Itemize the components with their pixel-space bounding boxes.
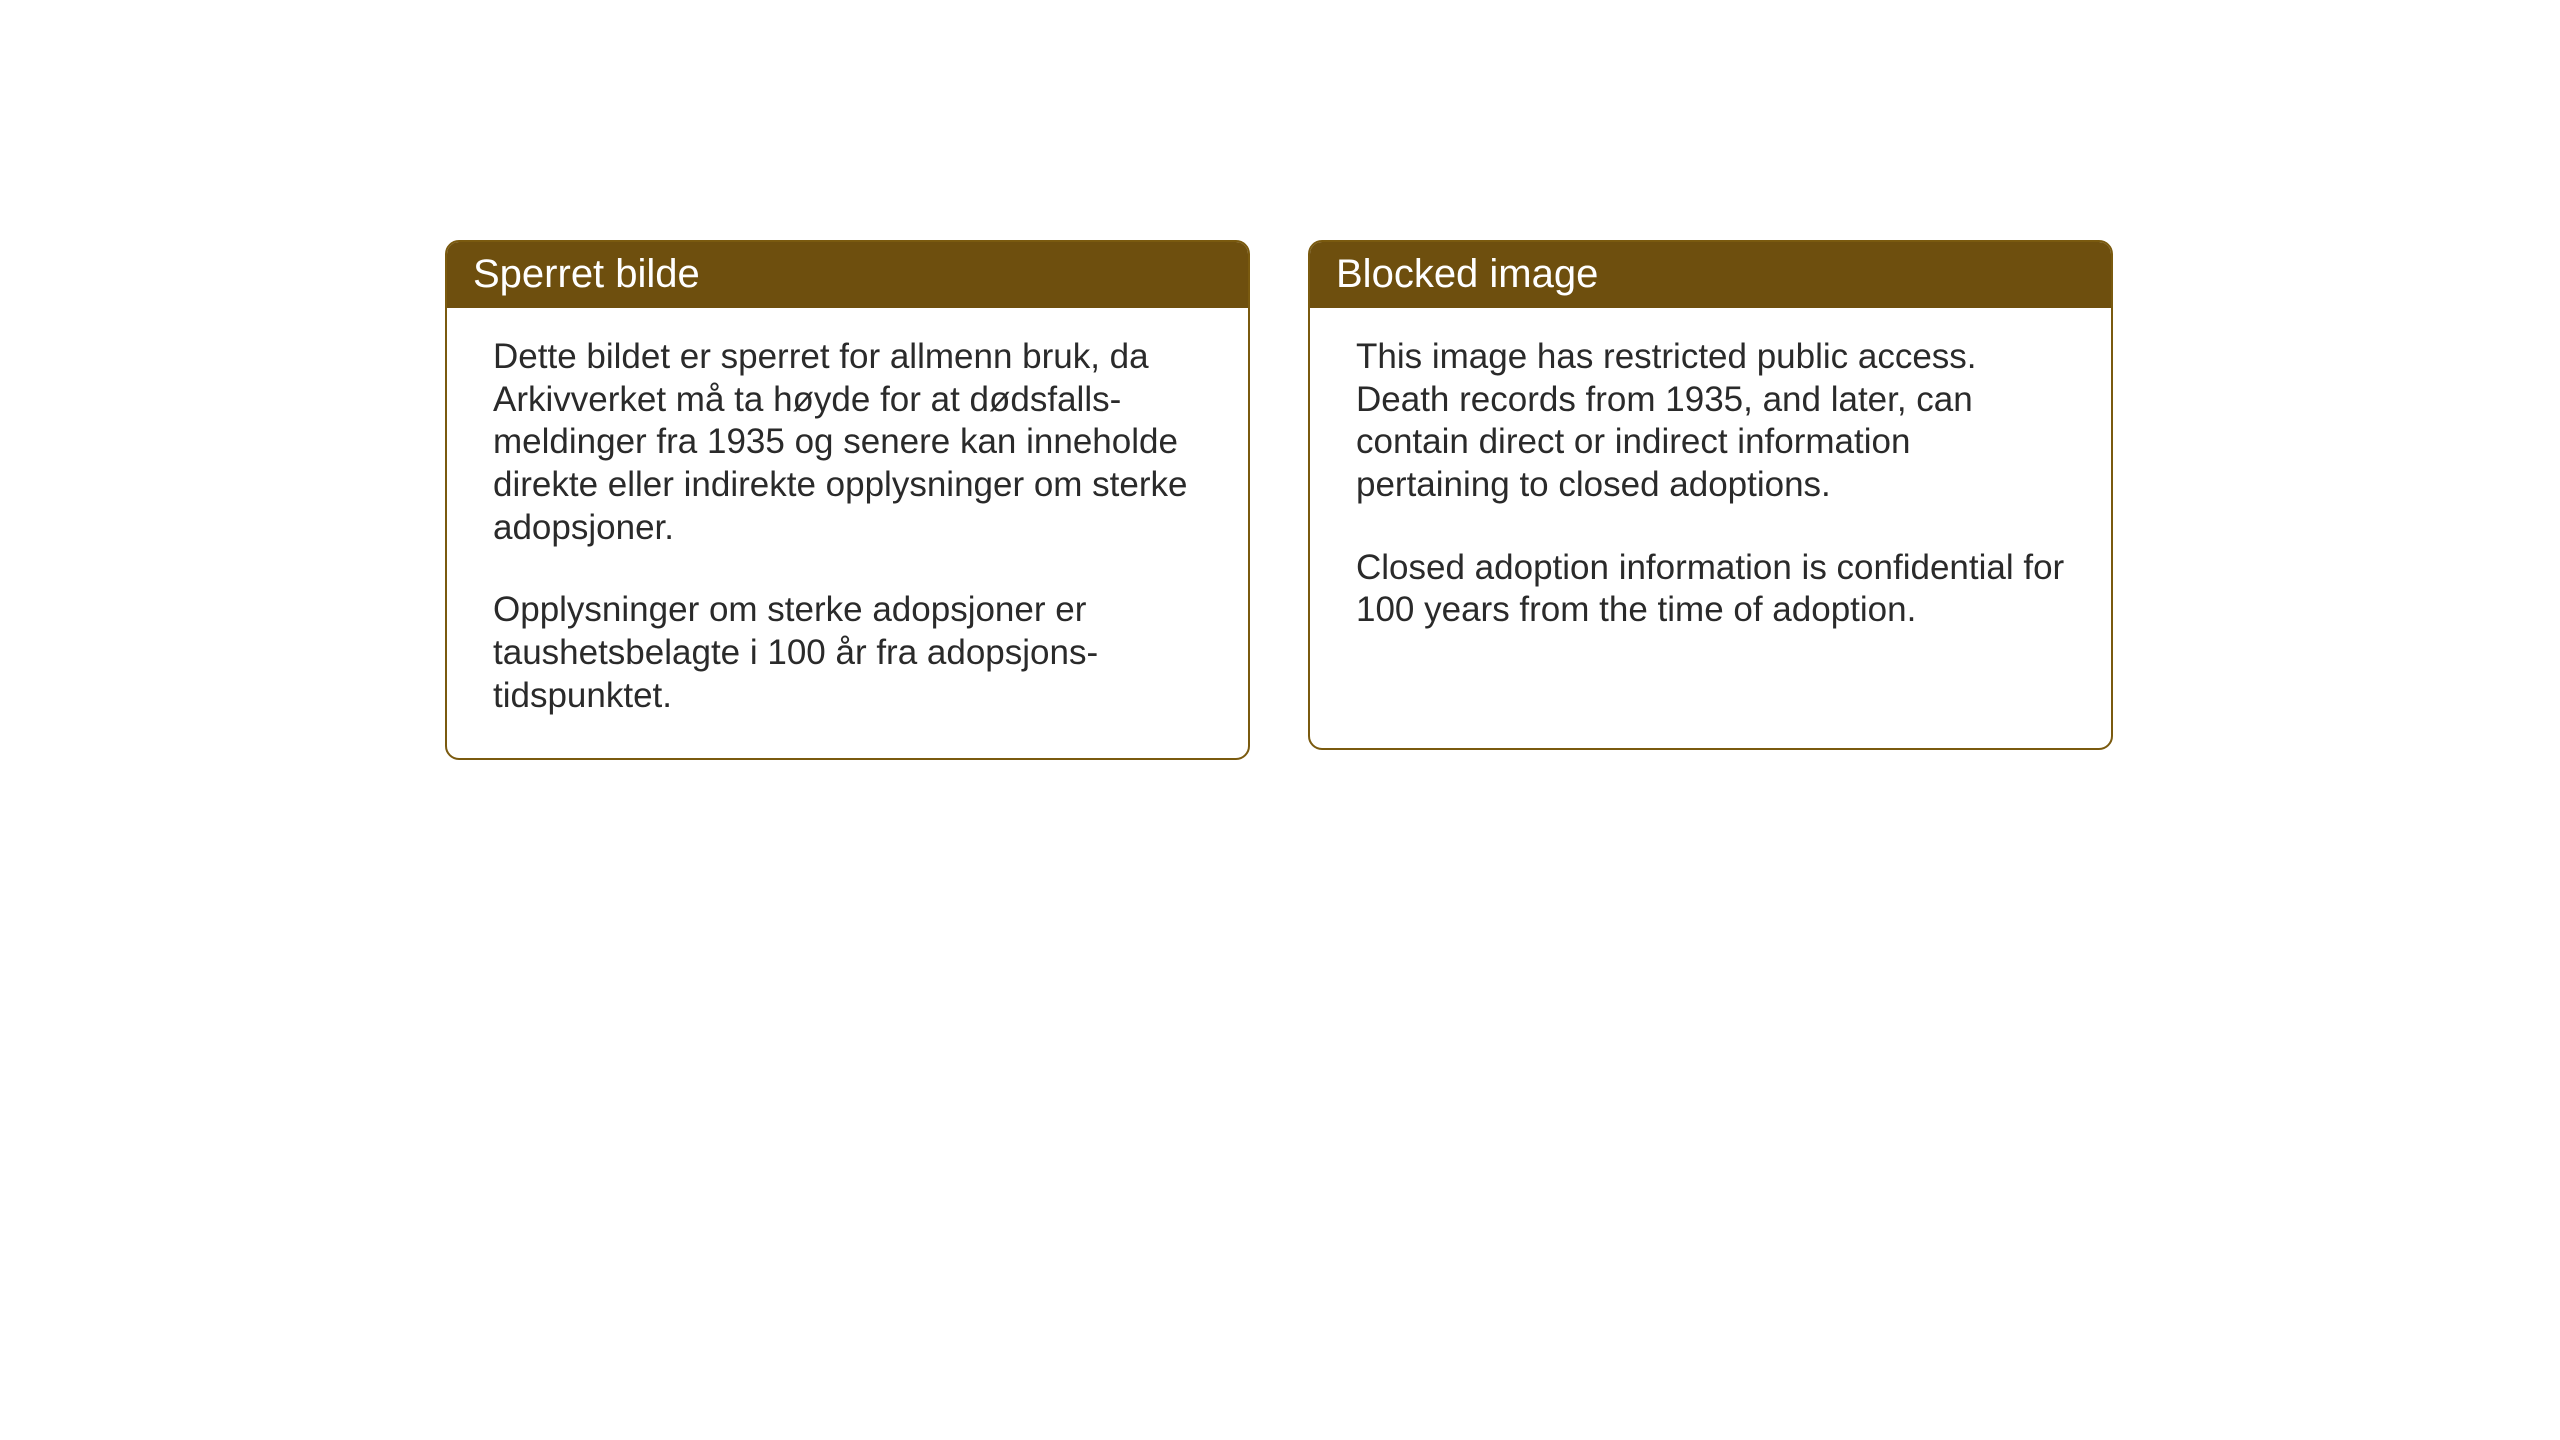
notice-container: Sperret bilde Dette bildet er sperret fo… — [445, 240, 2113, 760]
notice-card-english: Blocked image This image has restricted … — [1308, 240, 2113, 750]
notice-paragraph: This image has restricted public access.… — [1356, 336, 2065, 507]
notice-title-norwegian: Sperret bilde — [447, 242, 1248, 308]
notice-body-norwegian: Dette bildet er sperret for allmenn bruk… — [447, 308, 1248, 758]
notice-paragraph: Closed adoption information is confident… — [1356, 547, 2065, 632]
notice-card-norwegian: Sperret bilde Dette bildet er sperret fo… — [445, 240, 1250, 760]
notice-paragraph: Dette bildet er sperret for allmenn bruk… — [493, 336, 1202, 549]
notice-paragraph: Opplysninger om sterke adopsjoner er tau… — [493, 589, 1202, 717]
notice-title-english: Blocked image — [1310, 242, 2111, 308]
notice-body-english: This image has restricted public access.… — [1310, 308, 2111, 672]
